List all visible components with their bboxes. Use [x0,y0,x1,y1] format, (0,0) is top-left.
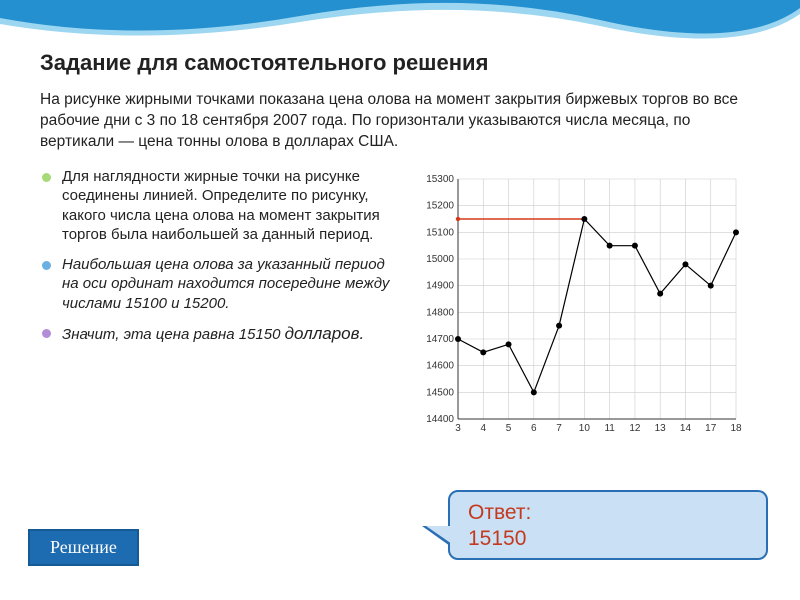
svg-text:4: 4 [480,423,486,434]
svg-text:15000: 15000 [426,254,454,265]
svg-text:14900: 14900 [426,280,454,291]
svg-text:17: 17 [705,423,717,434]
svg-text:14600: 14600 [426,360,454,371]
svg-text:15100: 15100 [426,227,454,238]
solve-button[interactable]: Решение [28,529,139,566]
svg-text:3: 3 [455,423,461,434]
page-title: Задание для самостоятельного решения [40,50,760,76]
svg-text:15300: 15300 [426,174,454,185]
svg-text:7: 7 [556,423,562,434]
svg-text:6: 6 [531,423,537,434]
svg-text:14400: 14400 [426,414,454,425]
bullet-list: Для наглядности жирные точки на рисунке … [40,167,390,346]
svg-text:14500: 14500 [426,387,454,398]
svg-text:5: 5 [506,423,512,434]
answer-value: 15150 [468,527,526,550]
svg-text:13: 13 [655,423,667,434]
svg-text:11: 11 [604,423,615,434]
svg-text:12: 12 [629,423,641,434]
svg-text:18: 18 [730,423,742,434]
svg-text:15200: 15200 [426,200,454,211]
svg-text:10: 10 [579,423,591,434]
bullet-3: Значит, эта цена равна 15150 долларов. [40,323,390,345]
svg-text:14700: 14700 [426,334,454,345]
price-chart: 14400 14500 14600 14700 14800 14900 15000 15100… [410,167,760,448]
intro-text: На рисунке жирными точками показана цена… [40,90,760,153]
svg-text:14: 14 [680,423,692,434]
svg-text:14800: 14800 [426,307,454,318]
answer-callout: Ответ: 15150 [448,490,768,560]
answer-label: Ответ: [468,501,531,524]
bullet-2: Наибольшая цена олова за указанный перио… [40,255,390,314]
bullet-1: Для наглядности жирные точки на рисунке … [40,167,390,245]
